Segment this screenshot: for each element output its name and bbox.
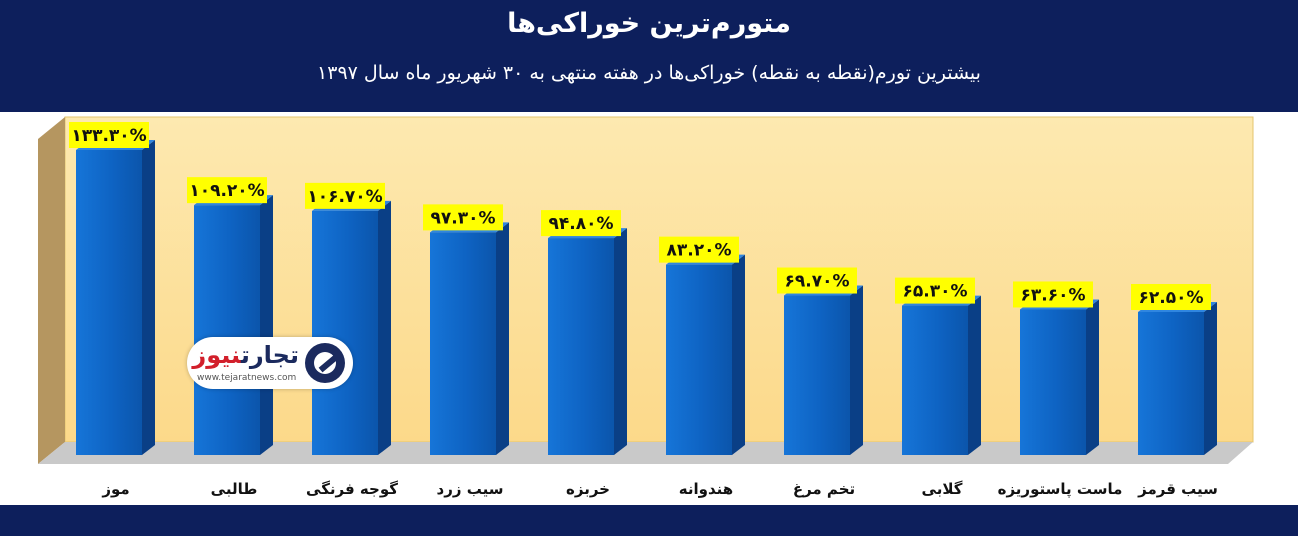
bar-side xyxy=(1086,299,1099,455)
data-label: ۹۷.۳۰% xyxy=(423,204,503,231)
data-label-text: ۱۳۳.۳۰% xyxy=(71,126,146,146)
bar-front xyxy=(1020,309,1086,455)
bar-side xyxy=(260,195,273,456)
bar xyxy=(666,254,745,455)
data-label-text: ۹۷.۳۰% xyxy=(431,208,496,228)
data-label-bg xyxy=(541,210,621,237)
bar xyxy=(784,285,863,455)
data-label-text: ۶۲.۵۰% xyxy=(1139,288,1204,308)
logo-mark-icon xyxy=(305,343,345,383)
bar-front xyxy=(194,205,260,455)
data-label-text: ۱۰۶.۷۰% xyxy=(307,187,382,207)
data-label-bg xyxy=(1013,281,1093,308)
data-label: ۹۴.۸۰% xyxy=(541,210,621,237)
bar xyxy=(1020,299,1099,455)
bar-front xyxy=(430,232,496,455)
bar xyxy=(312,200,391,455)
data-label-bg xyxy=(1131,283,1211,310)
data-label-bg xyxy=(895,277,975,304)
bar xyxy=(548,228,627,455)
x-tick-label: گلابی xyxy=(922,480,963,498)
x-tick-label: سیب زرد xyxy=(437,480,504,498)
data-label-bg xyxy=(423,204,503,231)
data-label: ۸۳.۲۰% xyxy=(659,236,739,263)
bar-side xyxy=(968,295,981,455)
plot-side-wall xyxy=(38,117,65,464)
bar-side xyxy=(850,285,863,455)
bar-front xyxy=(666,264,732,455)
data-label: ۱۰۹.۲۰% xyxy=(187,177,267,204)
bar xyxy=(194,195,273,456)
data-label: ۱۰۶.۷۰% xyxy=(305,182,385,209)
watermark-logo: تجارتنیوز www.tejaratnews.com xyxy=(187,337,353,389)
bar-side xyxy=(142,140,155,455)
data-label: ۶۹.۷۰% xyxy=(777,267,857,294)
x-tick-label: موز xyxy=(101,480,129,498)
chart-header: متورم‌ترین خوراکی‌ها بیشترین تورم(نقطه ب… xyxy=(0,0,1298,112)
data-label-text: ۸۳.۲۰% xyxy=(667,241,732,261)
x-axis-labels: موز طالبی گوجه فرنگی سیب زرد خربزه هندوانه تخم… xyxy=(101,480,1218,499)
data-label-text: ۱۰۹.۲۰% xyxy=(189,181,264,201)
data-label-bg xyxy=(659,236,739,263)
x-tick-label: خربزه xyxy=(566,480,610,498)
bar xyxy=(76,140,155,455)
bar xyxy=(902,295,981,455)
data-label-text: ۹۴.۸۰% xyxy=(549,214,614,234)
chart-plot: ۱۳۳.۳۰% ۱۰۹.۲۰% ۱۰۶.۷۰% ۹۷.۳۰% ۹۴.۸۰% ۸۳.۲۰% ۶… xyxy=(38,116,1254,499)
x-tick-label: گوجه فرنگی xyxy=(306,480,398,498)
chart-footer xyxy=(0,505,1298,536)
x-tick-label: سیب قرمز xyxy=(1137,480,1218,498)
bar-front xyxy=(548,238,614,455)
bars-layer xyxy=(76,140,1217,456)
bar-side xyxy=(614,228,627,455)
data-label-text: ۶۳.۶۰% xyxy=(1021,285,1086,305)
logo-name-dark: تجارت xyxy=(240,341,299,369)
logo-name: تجارتنیوز xyxy=(192,341,299,369)
x-tick-label: هندوانه xyxy=(679,480,733,498)
x-tick-label: طالبی xyxy=(211,480,258,498)
bar-side xyxy=(496,222,509,455)
bar-front xyxy=(784,295,850,455)
data-label: ۶۳.۶۰% xyxy=(1013,281,1093,308)
data-label-bg xyxy=(187,177,267,204)
logo-url: www.tejaratnews.com xyxy=(197,373,297,383)
data-label-bg xyxy=(69,122,149,148)
bar-front xyxy=(76,150,142,455)
bar-front xyxy=(312,210,378,455)
bar-side xyxy=(732,254,745,455)
bar-side xyxy=(1204,301,1217,455)
bar xyxy=(1138,301,1217,455)
data-label-bg xyxy=(305,182,385,209)
data-label-text: ۶۵.۳۰% xyxy=(903,282,968,302)
bar-side xyxy=(378,200,391,455)
bar-front xyxy=(902,305,968,455)
data-label: ۶۲.۵۰% xyxy=(1131,283,1211,310)
data-label: ۱۳۳.۳۰% xyxy=(69,122,149,148)
labels-layer: ۱۳۳.۳۰% ۱۰۹.۲۰% ۱۰۶.۷۰% ۹۷.۳۰% ۹۴.۸۰% ۸۳.۲۰% ۶… xyxy=(69,122,1211,310)
data-label: ۶۵.۳۰% xyxy=(895,277,975,304)
bar-front xyxy=(1138,311,1204,455)
x-tick-label: تخم مرغ xyxy=(793,480,855,498)
data-label-bg xyxy=(777,267,857,294)
bar xyxy=(430,222,509,455)
logo-name-red: نیوز xyxy=(192,341,241,369)
x-tick-label: ماست پاستوریزه xyxy=(998,480,1123,499)
data-label-text: ۶۹.۷۰% xyxy=(785,272,850,292)
chart-subtitle: بیشترین تورم(نقطه به نقطه) خوراکی‌ها در … xyxy=(317,62,981,84)
chart-title: متورم‌ترین خوراکی‌ها xyxy=(507,8,791,39)
